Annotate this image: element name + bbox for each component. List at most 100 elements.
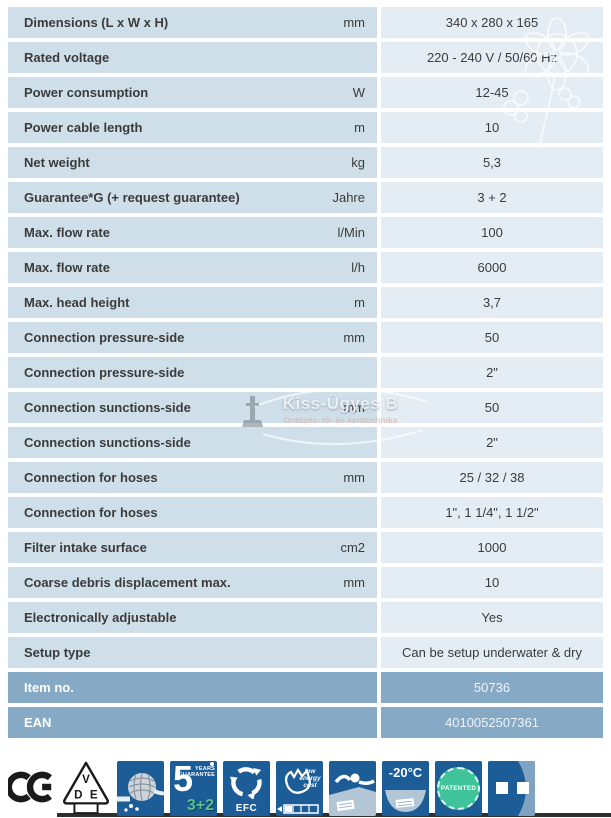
- spec-unit: Jahre: [332, 190, 365, 205]
- guarantee-5-years-icon: 5 YEARS GUARANTEE 3+2: [170, 761, 217, 816]
- spec-label: Max. flow rate: [24, 225, 110, 240]
- table-row: Max. flow rate l/h 6000: [8, 252, 603, 283]
- spec-label: Connection pressure-side: [24, 365, 185, 380]
- table-row: Power cable length m 10: [8, 112, 603, 143]
- spec-label: Setup type: [24, 645, 91, 660]
- spec-value: Can be setup underwater & dry: [381, 637, 603, 668]
- table-row: Dimensions (L x W x H) mm 340 x 280 x 16…: [8, 7, 603, 38]
- spec-unit: mm: [343, 15, 365, 30]
- spec-label: Dimensions (L x W x H): [24, 15, 169, 30]
- vde-letter-d: D: [74, 790, 82, 802]
- spec-label-cell: Rated voltage: [8, 42, 377, 73]
- spec-value: 100: [381, 217, 603, 248]
- spec-label: Coarse debris displacement max.: [24, 575, 231, 590]
- spec-unit: l/h: [351, 260, 365, 275]
- table-row: Connection pressure-side mm 50: [8, 322, 603, 353]
- spec-label: EAN: [24, 715, 52, 730]
- table-row: Guarantee*G (+ request guarantee) Jahre …: [8, 182, 603, 213]
- table-row: Electronically adjustable Yes: [8, 602, 603, 633]
- spec-label: Item no.: [24, 680, 74, 695]
- vde-mark-icon: V D E: [63, 761, 109, 815]
- spec-value: 12-45: [381, 77, 603, 108]
- table-row: Rated voltage 220 - 240 V / 50/60 Hz: [8, 42, 603, 73]
- spec-label-cell: Connection sunctions-side mm: [8, 392, 377, 423]
- spec-label: Power consumption: [24, 85, 149, 100]
- spec-unit: m: [354, 120, 365, 135]
- table-row: Max. flow rate l/Min 100: [8, 217, 603, 248]
- patented-seal: PATENTED: [437, 767, 480, 810]
- guarantee-extra: 3+2: [186, 797, 214, 814]
- spec-label: Connection pressure-side: [24, 330, 185, 345]
- spec-label-cell: Item no.: [8, 672, 377, 703]
- spec-label: Max. head height: [24, 295, 130, 310]
- spec-unit: mm: [343, 330, 365, 345]
- spec-value: 50: [381, 322, 603, 353]
- table-row: Setup type Can be setup underwater & dry: [8, 637, 603, 668]
- swimming-pond-icon: [329, 761, 376, 816]
- table-row: Net weight kg 5,3: [8, 147, 603, 178]
- spec-label-cell: Guarantee*G (+ request guarantee) Jahre: [8, 182, 377, 213]
- spec-label-cell: Electronically adjustable: [8, 602, 377, 633]
- spec-value: 1000: [381, 532, 603, 563]
- table-row: Connection for hoses mm 25 / 32 / 38: [8, 462, 603, 493]
- underwater-dry-setup-icon: [488, 761, 535, 816]
- vde-letter-e: E: [90, 790, 98, 802]
- spec-label-cell: Connection pressure-side mm: [8, 322, 377, 353]
- spec-label-cell: Connection sunctions-side: [8, 427, 377, 458]
- spec-label: Connection sunctions-side: [24, 435, 191, 450]
- frost-resistant-icon: -20°C: [382, 761, 429, 816]
- spec-label: Max. flow rate: [24, 260, 110, 275]
- spec-table: Dimensions (L x W x H) mm 340 x 280 x 16…: [8, 7, 603, 742]
- spec-value: 50: [381, 392, 603, 423]
- spec-label-cell: Power cable length m: [8, 112, 377, 143]
- table-row: Connection for hoses 1", 1 1/4", 1 1/2": [8, 497, 603, 528]
- spec-label: Guarantee*G (+ request guarantee): [24, 190, 240, 205]
- spec-label-cell: Coarse debris displacement max. mm: [8, 567, 377, 598]
- efc-icon: EFC: [223, 761, 270, 816]
- low-energy-cost-icon: low energy cost: [276, 761, 323, 816]
- spec-value: 3 + 2: [381, 182, 603, 213]
- spec-value: 50736: [381, 672, 603, 703]
- table-row: EAN 4010052507361: [8, 707, 603, 738]
- spec-value: 6000: [381, 252, 603, 283]
- vde-letter-v: V: [82, 774, 90, 786]
- spec-value: 2": [381, 427, 603, 458]
- spec-unit: mm: [343, 575, 365, 590]
- frost-label: -20°C: [388, 765, 423, 780]
- spec-value: 2": [381, 357, 603, 388]
- spec-unit: l/Min: [337, 225, 365, 240]
- spec-unit: m: [354, 295, 365, 310]
- spec-label-cell: Dimensions (L x W x H) mm: [8, 7, 377, 38]
- spec-unit: cm2: [340, 540, 365, 555]
- cable-coil-icon: [117, 761, 164, 816]
- spec-label-cell: Max. flow rate l/Min: [8, 217, 377, 248]
- spec-unit: W: [352, 85, 365, 100]
- table-row: Connection sunctions-side 2": [8, 427, 603, 458]
- guarantee-dot: [210, 762, 214, 766]
- table-row: Max. head height m 3,7: [8, 287, 603, 318]
- spec-label-cell: Max. head height m: [8, 287, 377, 318]
- guarantee-number: 5: [173, 761, 194, 799]
- spec-unit: mm: [343, 400, 365, 415]
- spec-label-cell: Power consumption W: [8, 77, 377, 108]
- spec-label: Power cable length: [24, 120, 143, 135]
- spec-value: 3,7: [381, 287, 603, 318]
- table-row: Coarse debris displacement max. mm 10: [8, 567, 603, 598]
- spec-label: Connection sunctions-side: [24, 400, 191, 415]
- table-row: Connection sunctions-side mm 50: [8, 392, 603, 423]
- spec-label-cell: Setup type: [8, 637, 377, 668]
- spec-label-cell: Max. flow rate l/h: [8, 252, 377, 283]
- spec-label-cell: Connection pressure-side: [8, 357, 377, 388]
- table-row: Item no. 50736: [8, 672, 603, 703]
- ce-mark-icon: [8, 771, 52, 803]
- table-row: Connection pressure-side 2": [8, 357, 603, 388]
- low-energy-text: low energy cost: [299, 768, 321, 789]
- spec-value: 340 x 280 x 165: [381, 7, 603, 38]
- spec-label-cell: EAN: [8, 707, 377, 738]
- spec-label: Connection for hoses: [24, 505, 158, 520]
- spec-value: 10: [381, 112, 603, 143]
- spec-label-cell: Connection for hoses: [8, 497, 377, 528]
- guarantee-caption: YEARS GUARANTEE: [178, 766, 215, 778]
- spec-unit: kg: [351, 155, 365, 170]
- spec-value: 25 / 32 / 38: [381, 462, 603, 493]
